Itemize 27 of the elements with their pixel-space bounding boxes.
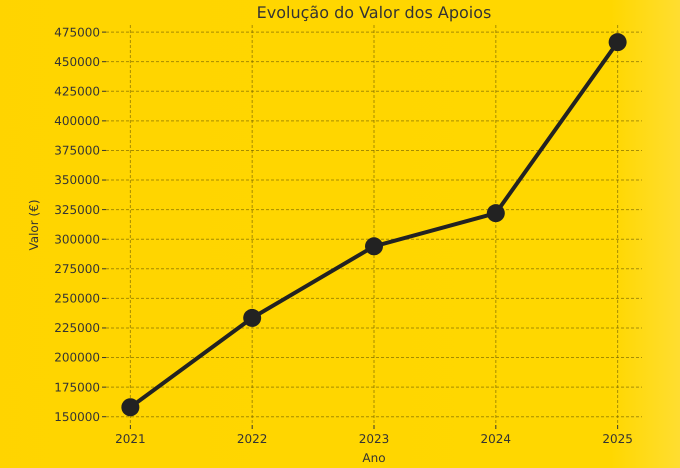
y-tick-label: 300000 xyxy=(54,232,100,246)
y-axis-title: Valor (€) xyxy=(27,199,41,251)
x-tick-label: 2023 xyxy=(358,432,390,446)
x-axis-title: Ano xyxy=(362,451,386,465)
y-tick-label: 225000 xyxy=(54,321,100,336)
y-tick-label: 325000 xyxy=(54,202,100,217)
x-tick-label: 2024 xyxy=(480,432,512,446)
point xyxy=(121,398,140,416)
y-tick-label: 175000 xyxy=(54,380,100,394)
y-tick-label: 200000 xyxy=(54,350,100,365)
y-tick-label: 150000 xyxy=(54,410,100,424)
x-tick-label: 2022 xyxy=(236,432,268,446)
y-tick-label: 250000 xyxy=(54,292,100,306)
point xyxy=(608,33,627,52)
point xyxy=(486,204,505,222)
x-tick-label: 2025 xyxy=(602,432,633,446)
y-tick-label: 350000 xyxy=(54,173,100,188)
y-tick-label: 375000 xyxy=(54,144,100,158)
chart-title: Evolução do Valor dos Apoios xyxy=(256,3,492,22)
y-tick-label: 425000 xyxy=(54,84,100,98)
y-tick-label: 450000 xyxy=(54,54,100,69)
point xyxy=(365,237,383,256)
x-tick-label: 2021 xyxy=(115,432,146,446)
y-tick-label: 275000 xyxy=(54,262,100,276)
y-tick-label: 400000 xyxy=(54,114,100,128)
y-tick-label: 475000 xyxy=(54,25,100,40)
point xyxy=(243,308,262,327)
